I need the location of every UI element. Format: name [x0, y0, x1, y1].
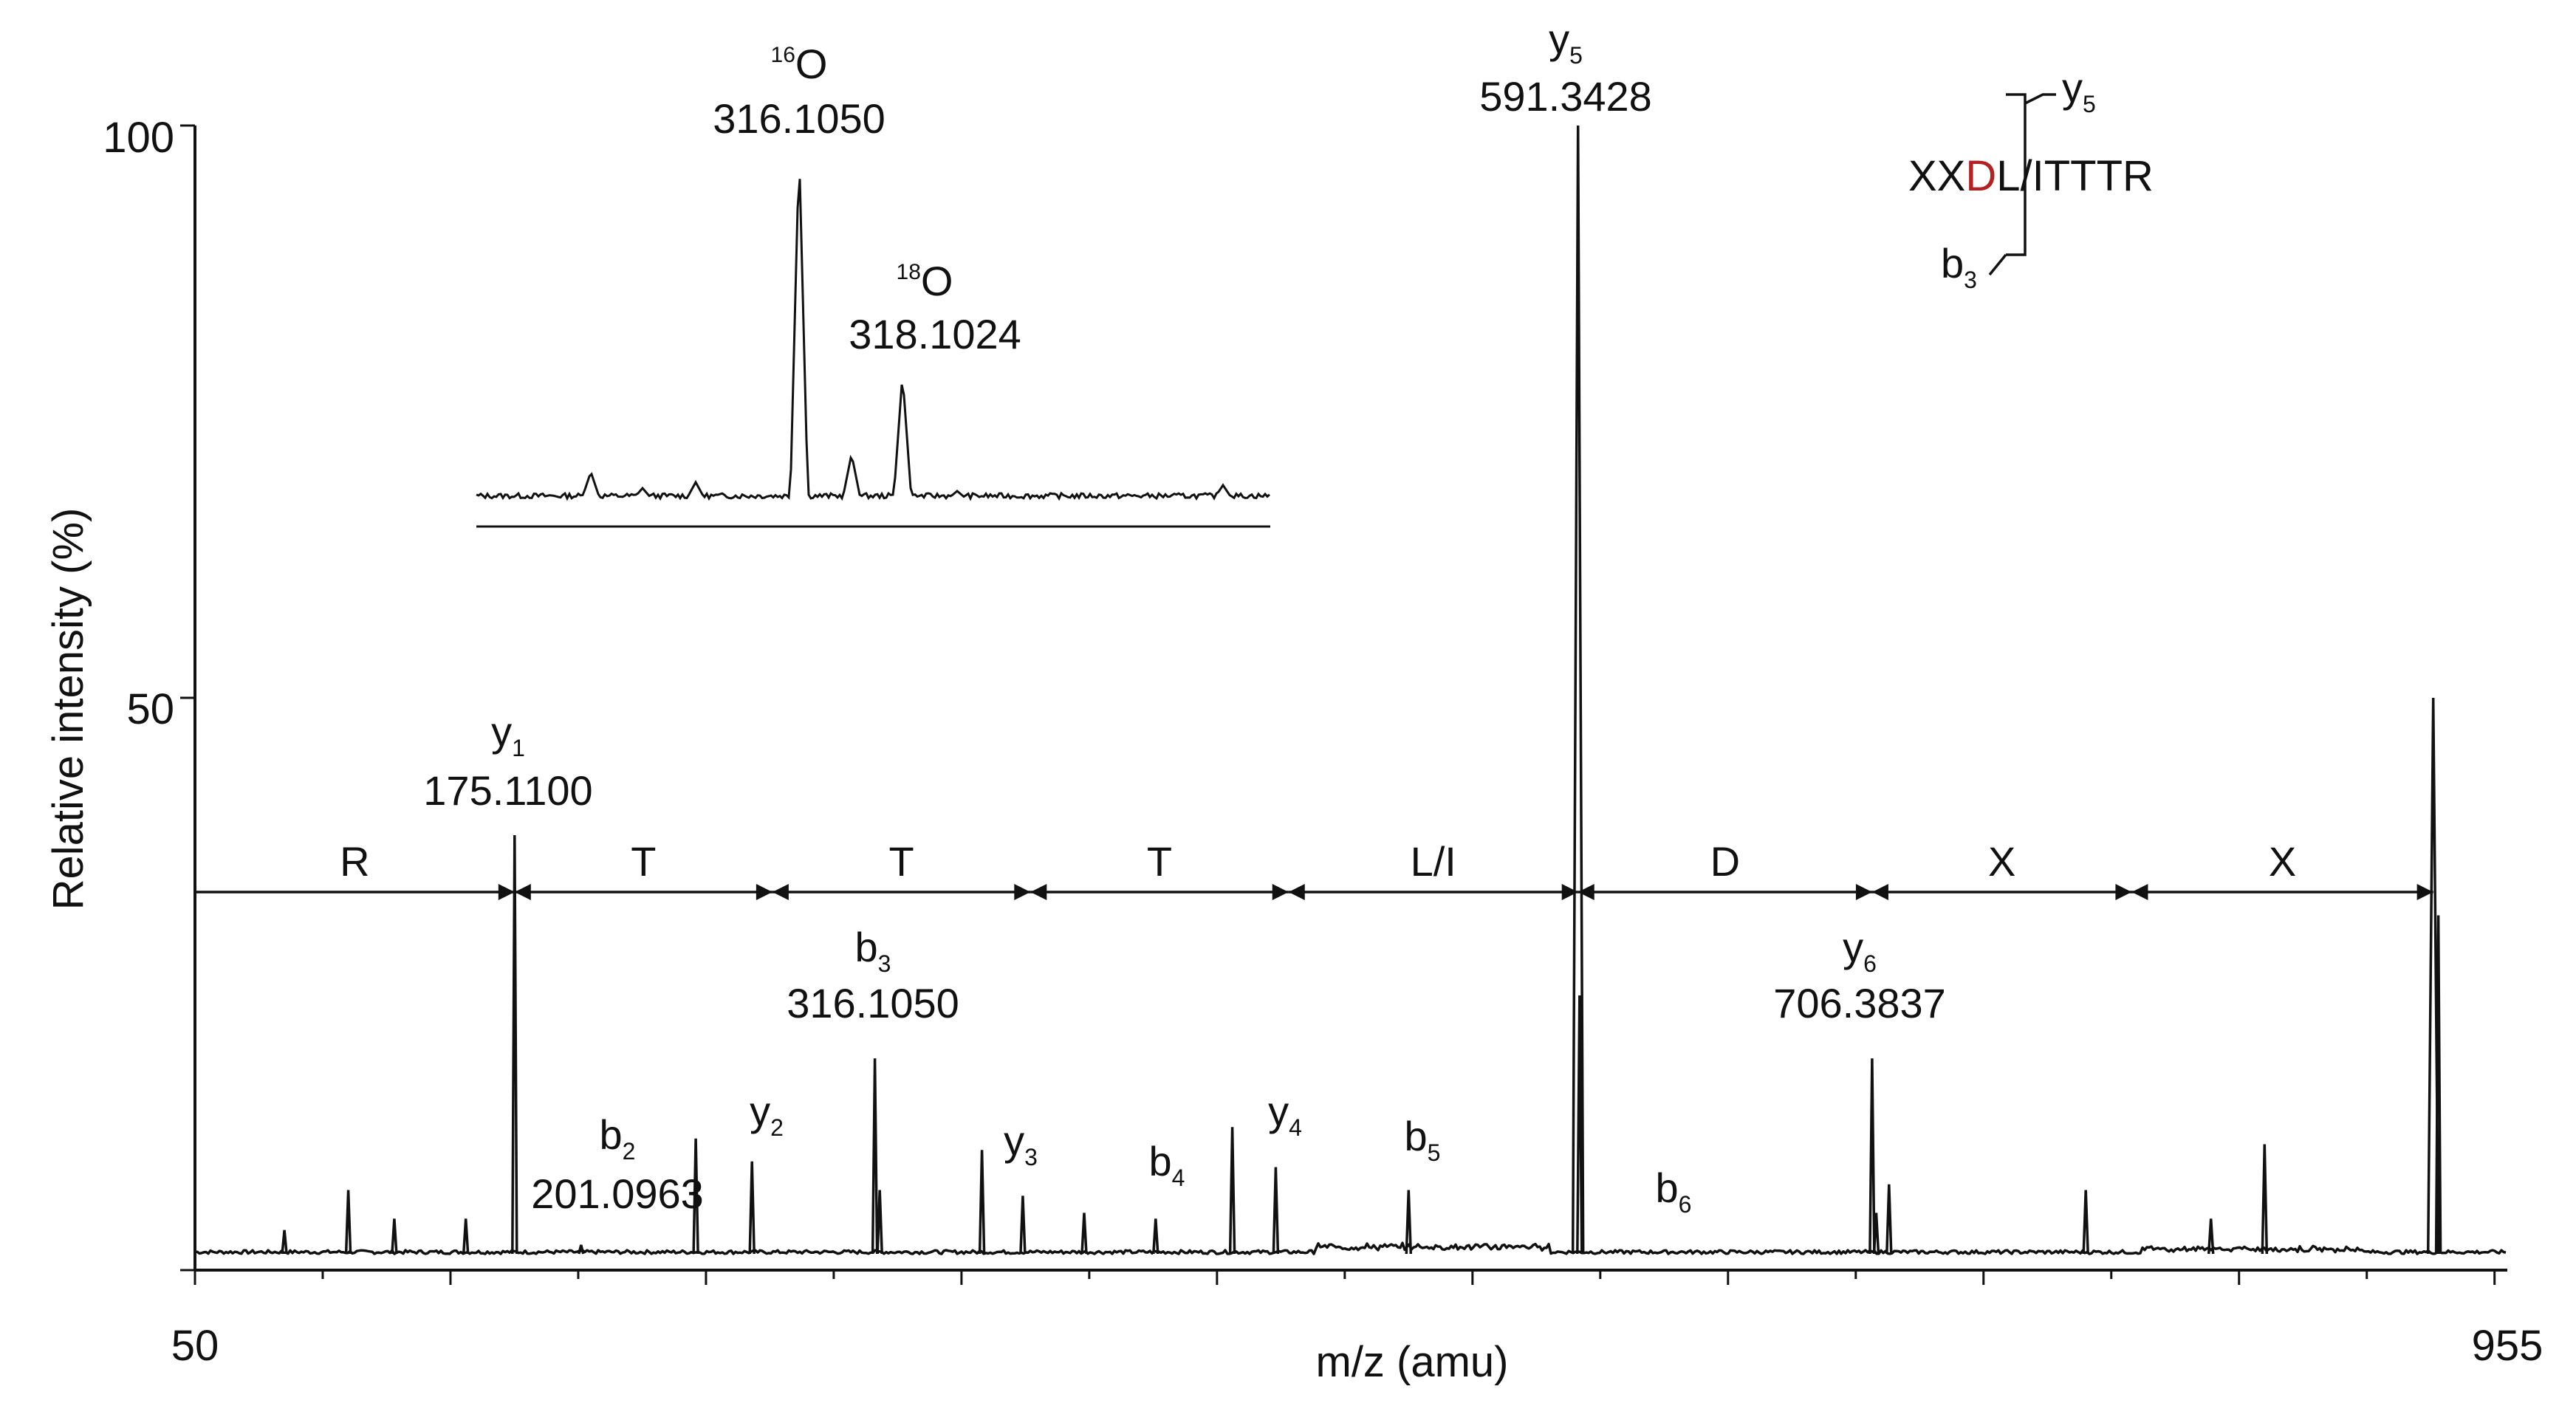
y-tick-label-50: 50	[126, 685, 174, 733]
ladder-arrowhead	[1288, 884, 1305, 900]
spectrum-peak	[1872, 1213, 1880, 1255]
ion-label: b3	[855, 924, 891, 977]
sequence-ladder: R T T T L/I D X X	[195, 838, 2433, 900]
inset-peak-16o-value: 316.1050	[713, 95, 886, 142]
spectrum-peak	[281, 1230, 288, 1255]
peptide-sequence: XXDL/ITTTR	[1908, 152, 2154, 200]
cleavage-bracket	[1988, 93, 2056, 276]
spectrum-peak	[1571, 125, 1585, 1255]
ion-mz-value: 201.0963	[531, 1170, 704, 1217]
ladder-arrowhead	[2131, 884, 2148, 900]
ladder-arrowhead	[1871, 884, 1888, 900]
spectrum-peak	[2261, 1144, 2269, 1255]
spectrum-peak	[1405, 1190, 1413, 1255]
x-tick-label-min: 50	[171, 1322, 219, 1370]
peaks-layer	[281, 125, 2442, 1255]
spectrum-peak	[511, 834, 518, 1255]
spectrum-peak	[978, 1150, 986, 1255]
ladder-arrowhead	[514, 884, 531, 900]
ladder-arrowhead	[2416, 884, 2433, 900]
ladder-arrowhead	[1855, 884, 1872, 900]
axes	[193, 126, 2507, 1272]
inset-trace	[476, 179, 1271, 501]
ladder-arrowhead	[1578, 884, 1594, 900]
ion-label: b2	[600, 1111, 636, 1165]
ladder-residue: T	[888, 838, 914, 885]
ladder-residue: D	[1710, 838, 1740, 885]
spectrum-peak	[1576, 995, 1583, 1255]
x-tick-label-max: 955	[2472, 1322, 2544, 1370]
y-tick-label-100: 100	[103, 114, 174, 162]
spectrum-peak	[748, 1161, 756, 1255]
spectrum-peak	[1885, 1184, 1893, 1255]
ion-label: y3	[1004, 1117, 1038, 1170]
ladder-residue: R	[340, 838, 369, 885]
spectrum-trace	[194, 1241, 2507, 1255]
peptide-top-ion: y5	[2062, 64, 2096, 117]
y-axis-label: Relative intensity (%)	[44, 508, 92, 911]
spectrum-peak	[692, 1138, 699, 1255]
ion-label: y1	[491, 708, 525, 761]
ladder-arrowhead	[498, 884, 515, 900]
inset-peak-16o-isotope: 16O	[771, 41, 828, 87]
ion-label: y5	[1549, 16, 1583, 69]
ladder-residue: T	[1147, 838, 1172, 885]
peptide-bottom-ion: b3	[1941, 240, 1977, 293]
ion-label: b4	[1149, 1138, 1185, 1191]
spectrum-peak	[1868, 1058, 1876, 1255]
spectrum-peak	[1019, 1196, 1027, 1255]
y-ticks	[180, 124, 195, 1272]
spectrum-peak	[578, 1244, 585, 1255]
spectrum-peak	[1272, 1167, 1280, 1255]
spectrum-peak	[391, 1218, 398, 1255]
ladder-arrowhead	[1014, 884, 1031, 900]
ion-label: b5	[1405, 1113, 1441, 1166]
ladder-residue: X	[1988, 838, 2015, 885]
ion-label: y2	[750, 1088, 784, 1141]
ladder-arrowhead	[772, 884, 789, 900]
spectrum-peak	[2434, 915, 2442, 1255]
ion-mz-value: 706.3837	[1773, 980, 1946, 1026]
x-ticks	[193, 1270, 2496, 1285]
inset-peak-18o-isotope: 18O	[897, 258, 953, 304]
ion-mz-value: 591.3428	[1479, 73, 1652, 120]
spectrum-peak	[344, 1190, 352, 1255]
ladder-arrowhead	[1030, 884, 1047, 900]
spectrum-peak	[876, 1190, 883, 1255]
ladder-arrowhead	[1561, 884, 1578, 900]
spectrum-peak	[2207, 1218, 2215, 1255]
spectrum-peak	[1080, 1213, 1088, 1255]
spectrum-peak	[1228, 1127, 1236, 1255]
ion-mz-value: 316.1050	[787, 980, 959, 1026]
ladder-residue: L/I	[1411, 838, 1456, 885]
spectrum-peak	[2082, 1190, 2089, 1255]
spectrum-peak	[871, 1058, 879, 1255]
ladder-residue: T	[631, 838, 656, 885]
ion-label: y6	[1843, 924, 1877, 977]
inset: 16O 316.1050 18O 318.1024	[476, 41, 1271, 528]
ion-label: b6	[1656, 1165, 1692, 1218]
peptide-annotation: XXDL/ITTTR y5 b3	[1908, 64, 2154, 293]
x-axis-label: m/z (amu)	[1316, 1338, 1509, 1386]
ion-mz-value: 175.1100	[423, 767, 592, 814]
ladder-arrowhead	[2115, 884, 2132, 900]
inset-peak-18o-value: 318.1024	[849, 311, 1021, 357]
ladder-arrowhead	[756, 884, 773, 900]
ladder-residue: X	[2269, 838, 2296, 885]
ladder-arrowhead	[1272, 884, 1289, 900]
spectrum-peak	[1152, 1218, 1159, 1255]
ion-label: y4	[1268, 1088, 1302, 1141]
spectrum-peak	[462, 1218, 470, 1255]
